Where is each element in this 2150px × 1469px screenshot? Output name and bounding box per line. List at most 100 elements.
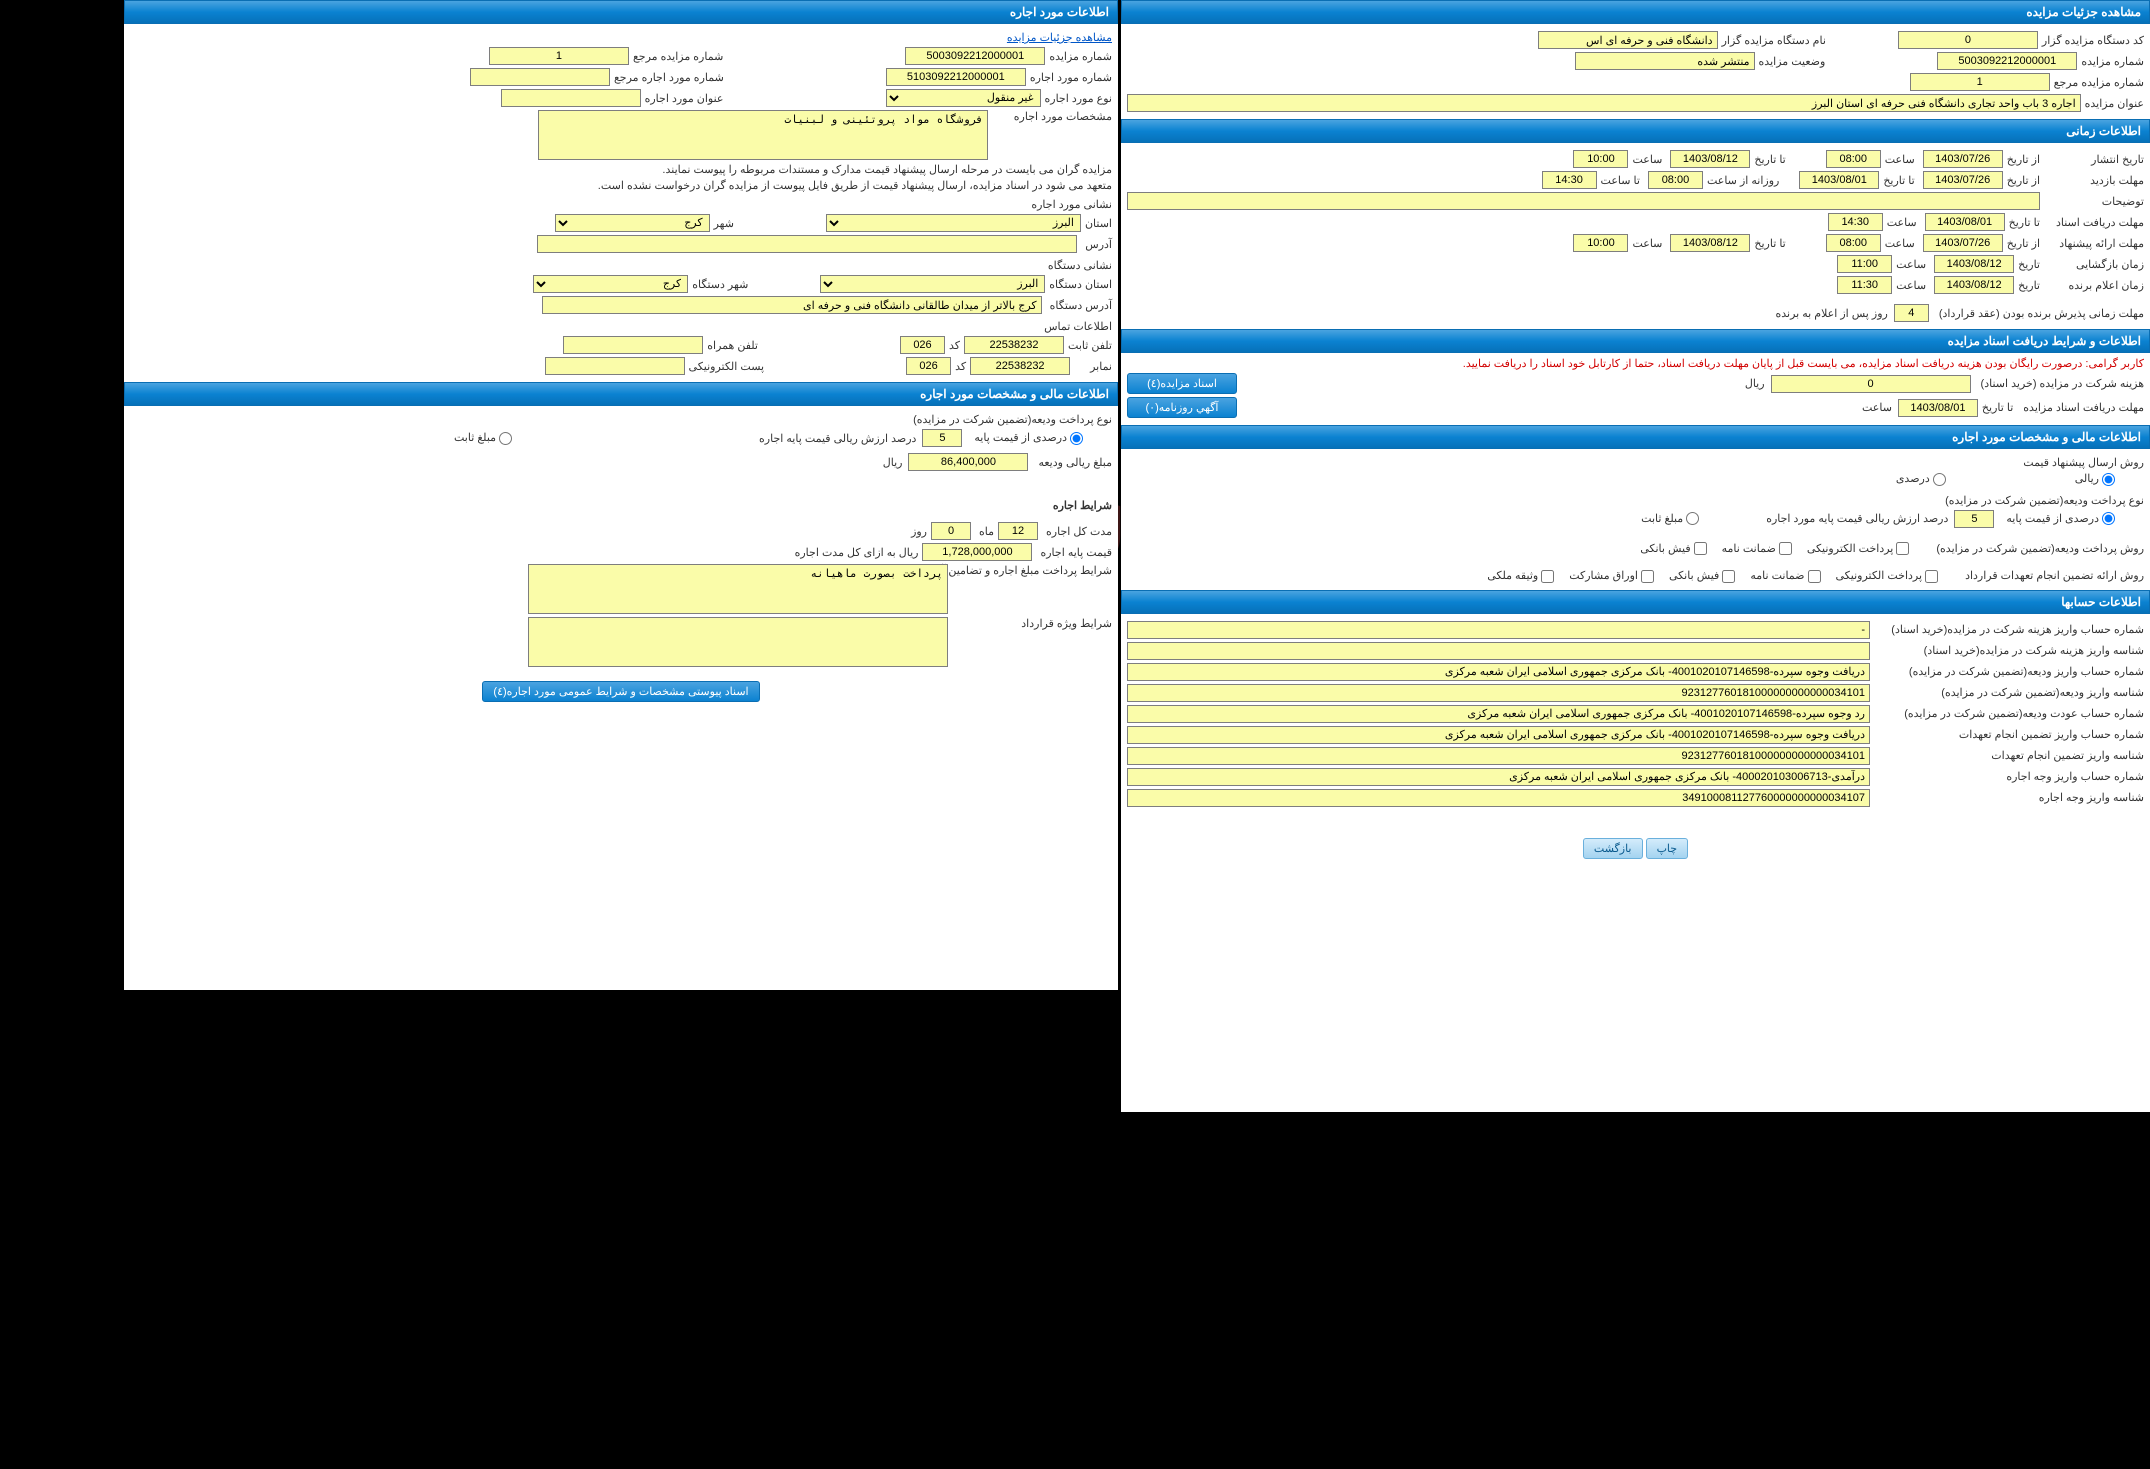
fld-fax-code[interactable] (906, 357, 951, 375)
fld-acc1 (1127, 621, 1870, 639)
chk-bank[interactable]: فیش بانکی (1640, 542, 1709, 556)
btn-back[interactable]: بازگشت (1583, 838, 1643, 859)
fld-publish-to-date (1670, 150, 1750, 168)
lbl-date1: تاریخ (2018, 258, 2040, 271)
section-header-details: مشاهده جزئیات مزایده (1121, 0, 2150, 24)
lbl-special: شرایط ویژه قرارداد (952, 617, 1112, 630)
lbl-code1: کد (949, 339, 960, 352)
sel-dev-province[interactable]: البرز (820, 275, 1045, 293)
radio-fixed[interactable]: مبلغ ثابت (1641, 512, 1702, 526)
lbl-time2: ساعت (1632, 153, 1662, 166)
lbl-rent-title: عنوان مورد اجاره (645, 92, 724, 105)
lbl-code2: کد (955, 360, 966, 373)
lbl-rent-ref: شماره مورد اجاره مرجع (614, 71, 724, 84)
lbl-to-time: تا ساعت (1601, 174, 1640, 187)
lbl-code: کد دستگاه مزایده گزار (2042, 34, 2144, 47)
lbl-deposit-amount: مبلغ ریالی ودیعه (1038, 456, 1112, 469)
fld-days[interactable] (931, 522, 971, 540)
fld-acc5 (1127, 705, 1870, 723)
lbl-to-date3: تا تاریخ (2009, 216, 2040, 229)
fld-special[interactable] (528, 617, 948, 667)
fld-doc-time (1828, 213, 1883, 231)
btn-newspaper-ad[interactable]: آگهي روزنامه(۰) (1127, 397, 1237, 418)
radio-base-percent-l[interactable]: درصدی از قیمت پایه (974, 431, 1086, 445)
lbl-publish: تاریخ انتشار (2044, 153, 2144, 166)
lbl-dev-city: شهر دستگاه (692, 278, 748, 291)
fld-email[interactable] (545, 357, 685, 375)
lbl-acc4: شناسه واریز ودیعه(تضمین شرکت در مزایده) (1874, 686, 2144, 699)
chk-guarantee2[interactable]: ضمانت نامه (1750, 569, 1823, 583)
lbl-deposit-type: نوع پرداخت ودیعه(تضمین شرکت در مزایده) (1945, 494, 2144, 507)
section-title-terms: شرایط اجاره (1053, 499, 1112, 512)
fld-ref (1910, 73, 2050, 91)
section-header-financial-left: اطلاعات مالی و مشخصات مورد اجاره (124, 382, 1118, 406)
lbl-ref: شماره مزایده مرجع (2054, 76, 2144, 89)
lbl-acc1: شماره حساب واریز هزینه شرکت در مزایده(خر… (1874, 623, 2144, 636)
radio-percent[interactable]: درصدی (1896, 472, 1949, 486)
fld-phone-code[interactable] (900, 336, 945, 354)
fld-dev-address[interactable] (542, 296, 1042, 314)
lbl-rial1: ریال (1745, 377, 1765, 390)
fld-deposit-amount (908, 453, 1028, 471)
fld-address[interactable] (537, 235, 1077, 253)
radio-fixed-l[interactable]: مبلغ ثابت (454, 431, 515, 445)
chk-epay[interactable]: پرداخت الکترونیکی (1807, 542, 1913, 556)
lbl-from-date1: از تاریخ (2007, 153, 2040, 166)
note2: متعهد می شود در اسناد مزایده، ارسال پیشن… (598, 179, 1112, 192)
fld-months[interactable] (998, 522, 1038, 540)
lbl-city: شهر (714, 217, 734, 230)
sel-rent-type[interactable]: غیر منقول (886, 89, 1041, 107)
fld-rent-ref (470, 68, 610, 86)
lbl-open: زمان بازگشایی (2044, 258, 2144, 271)
fld-acc8 (1127, 768, 1870, 786)
chk-guarantee[interactable]: ضمانت نامه (1722, 542, 1795, 556)
chk-mortgage[interactable]: وثیقه ملکی (1487, 569, 1557, 583)
sel-city[interactable]: کرج (555, 214, 710, 232)
sel-province[interactable]: البرز (826, 214, 1081, 232)
sel-dev-city[interactable]: کرج (533, 275, 688, 293)
fld-winner-date (1934, 276, 2014, 294)
lbl-title: عنوان مزایده (2085, 97, 2144, 110)
lbl-date2: تاریخ (2018, 279, 2040, 292)
fld-rent-num (886, 68, 1026, 86)
radio-base-percent[interactable]: درصدی از قیمت پایه (2006, 512, 2118, 526)
lbl-phone: تلفن ثابت (1068, 339, 1112, 352)
link-view-details[interactable]: مشاهده جزئیات مزایده (1007, 31, 1112, 44)
btn-print[interactable]: چاپ (1646, 838, 1689, 859)
panel-rent-details: اطلاعات مورد اجاره مشاهده جزئیات مزایده … (124, 0, 1118, 990)
radio-rial[interactable]: ریالی (2075, 472, 2118, 486)
fld-visit-daily-to (1542, 171, 1597, 189)
btn-auction-docs[interactable]: اسناد مزایده(٤) (1127, 373, 1237, 394)
lbl-time6: ساعت (1896, 258, 1926, 271)
fld-org (1538, 31, 1718, 49)
section-header-financial: اطلاعات مالی و مشخصات مورد اجاره (1121, 425, 2150, 449)
lbl-accept-unit: روز پس از اعلام به برنده (1775, 307, 1887, 320)
lbl-duration: مدت کل اجاره (1046, 525, 1112, 538)
lbl-visit: مهلت بازدید (2044, 174, 2144, 187)
lbl-acc6: شماره حساب واریز تضمین انجام تعهدات (1874, 728, 2144, 741)
lbl-deposit-type-l: نوع پرداخت ودیعه(تضمین شرکت در مزایده) (913, 413, 1112, 426)
fld-doc-date (1925, 213, 2005, 231)
fld-open-time (1837, 255, 1892, 273)
chk-bank2[interactable]: فیش بانکی (1669, 569, 1738, 583)
lbl-address: آدرس (1085, 238, 1112, 251)
btn-attachments[interactable]: اسناد پیوستی مشخصات و شرایط عمومی مورد ا… (482, 681, 759, 702)
chk-securities[interactable]: اوراق مشارکت (1569, 569, 1657, 583)
lbl-daily-from: روزانه از ساعت (1707, 174, 1779, 187)
lbl-dev-province: استان دستگاه (1049, 278, 1112, 291)
fld-winner-time (1837, 276, 1892, 294)
lbl-base-percent-unit: درصد ارزش ریالی قیمت پایه مورد اجاره (1766, 512, 1948, 525)
chk-epay2[interactable]: پرداخت الکترونیکی (1836, 569, 1942, 583)
fld-mobile[interactable] (563, 336, 703, 354)
fld-terms[interactable]: پرداخت بصورت ماهیانه (528, 564, 948, 614)
lbl-base-percent-unit-l: درصد ارزش ریالی قیمت پایه اجاره (759, 432, 916, 445)
fld-phone[interactable] (964, 336, 1064, 354)
lbl-acc8: شماره حساب واریز وجه اجاره (1874, 770, 2144, 783)
fld-fax[interactable] (970, 357, 1070, 375)
fld-fee (1771, 375, 1971, 393)
lbl-rent-num: شماره مورد اجاره (1030, 71, 1112, 84)
note-user-warning: کاربر گرامی: درصورت رایگان بودن هزینه در… (1127, 357, 2144, 370)
fld-acc4 (1127, 684, 1870, 702)
fld-publish-from-date (1923, 150, 2003, 168)
fld-spec[interactable]: فروشگاه مواد پروتئینی و لبنیات (538, 110, 988, 160)
